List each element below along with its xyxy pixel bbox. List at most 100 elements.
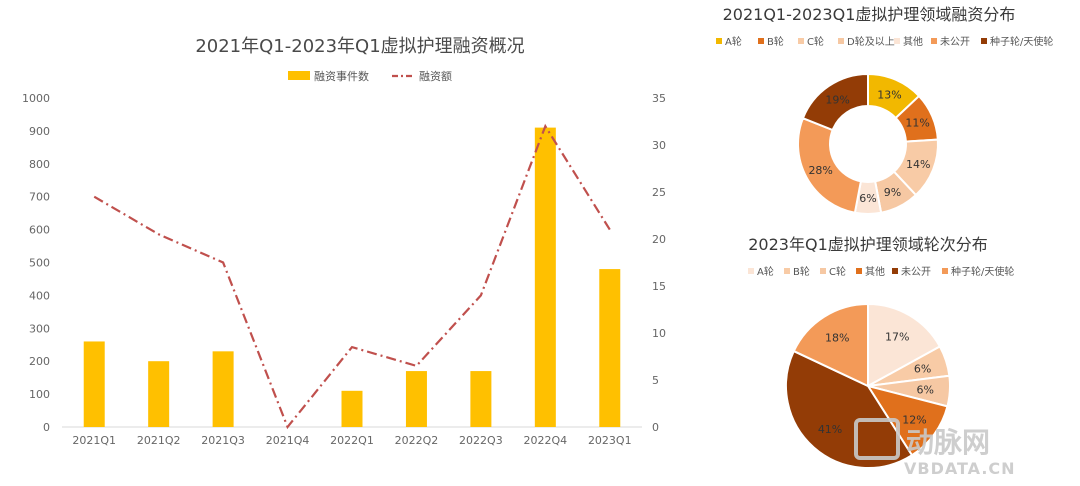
legend-swatch [758,38,764,44]
legend-label: 其他 [903,35,923,48]
slice-label: 6% [859,192,876,205]
slice-label: 19% [825,93,849,106]
legend-swatch [942,268,948,274]
watermark-logo-icon [854,418,900,460]
legend-swatch [820,268,826,274]
y-right-tick-label: 30 [652,139,666,152]
x-tick-label: 2021Q4 [266,434,310,447]
round-distribution-donut-chart: 2021Q1-2023Q1虚拟护理领域融资分布 A轮 B轮 C轮 D轮及以上 其他 未公开… [716,5,1053,215]
slice-种子轮/天使轮 [792,302,869,388]
slice-label: 9% [884,186,901,199]
bar-2022Q4 [534,127,556,428]
bar-2021Q2 [148,361,170,427]
legend-label: 种子轮/天使轮 [951,265,1014,278]
legend-label: A轮 [757,265,774,278]
slice-label: 6% [914,362,931,375]
main-chart-title: 2021年Q1-2023年Q1虚拟护理融资概况 [195,36,524,57]
y-right-tick-label: 0 [652,421,659,434]
y-left-tick-label: 500 [29,257,50,270]
legend-label: B轮 [767,35,784,48]
financing-overview-chart: 2021年Q1-2023年Q1虚拟护理融资概况 融资事件数 融资额 2021Q1 2… [22,36,666,447]
y-right-tick-label: 10 [652,327,666,340]
y-left-tick-label: 300 [29,322,50,335]
bar-2021Q1 [83,341,105,427]
q1-2023-round-pie-chart: 2023年Q1虚拟护理领域轮次分布 A轮 B轮 C轮 其他 未公开 种子轮/天使轮 17%… [748,235,1014,469]
x-axis-ticks: 2021Q1 2021Q2 2021Q3 2021Q4 2022Q1 2022Q2 2022… [72,434,631,447]
legend-swatch [748,268,754,274]
y-left-tick-label: 1000 [22,92,50,105]
line-series-amount [93,123,611,430]
watermark-logo-text: 动脉网 [906,426,990,459]
legend-label: 未公开 [901,266,931,278]
pie-chart-title: 2023年Q1虚拟护理领域轮次分布 [748,235,988,254]
slice-label: 13% [877,88,901,101]
legend-swatch [838,38,844,44]
y-left-tick-label: 900 [29,125,50,138]
line-amount-path [93,123,611,430]
slice-label: 11% [905,117,929,130]
main-chart-legend: 融资事件数 融资额 [288,70,452,83]
legend-label: C轮 [807,35,824,48]
donut-chart-legend: A轮 B轮 C轮 D轮及以上 其他 未公开 种子轮/天使轮 [716,35,1053,48]
pie-chart-legend: A轮 B轮 C轮 其他 未公开 种子轮/天使轮 [748,265,1014,278]
bar-2021Q3 [212,351,234,427]
legend-line-label: 融资额 [419,70,452,83]
y-right-tick-label: 5 [652,374,659,387]
slice-种子轮/天使轮 [801,72,869,132]
y-right-tick-label: 20 [652,233,666,246]
bar-2022Q2 [405,371,427,427]
y-axis-left-ticks: 0 100 200 300 400 500 600 700 800 900 1000 [22,92,50,434]
slice-其他 [865,384,949,457]
x-tick-label: 2023Q1 [588,434,632,447]
bar-2022Q3 [470,371,492,427]
y-left-tick-label: 0 [43,421,50,434]
legend-label: 其他 [865,265,885,278]
bar-2022Q1 [341,390,363,427]
legend-swatch [894,38,900,44]
y-right-tick-label: 15 [652,280,666,293]
legend-label: 种子轮/天使轮 [990,35,1053,48]
legend-bar-swatch [288,71,310,80]
y-left-tick-label: 200 [29,355,50,368]
legend-label: B轮 [793,265,810,278]
bar-series-events [83,127,621,428]
y-right-tick-label: 25 [652,186,666,199]
slice-未公开 [785,349,914,469]
watermark-site: VBDATA.CN [904,459,1016,478]
vbdata-watermark: 动脉网 VBDATA.CN [854,418,1016,478]
legend-swatch [784,268,790,274]
slice-label: 28% [808,164,832,177]
slice-label: 41% [818,423,842,436]
x-tick-label: 2022Q3 [459,434,503,447]
slice-label: 18% [825,332,849,345]
legend-label: 未公开 [940,36,970,48]
legend-swatch [798,38,804,44]
legend-label: D轮及以上 [847,35,895,48]
legend-label: C轮 [829,265,846,278]
legend-swatch [892,268,898,274]
y-right-tick-label: 35 [652,92,666,105]
slice-label: 6% [917,384,934,397]
x-tick-label: 2022Q4 [524,434,568,447]
legend-swatch [981,38,987,44]
x-tick-label: 2021Q3 [201,434,245,447]
y-left-tick-label: 800 [29,158,50,171]
slice-label: 14% [906,158,930,171]
y-left-tick-label: 600 [29,224,50,237]
y-left-tick-label: 100 [29,388,50,401]
slice-label: 12% [902,414,926,427]
legend-label: A轮 [725,35,742,48]
x-tick-label: 2021Q1 [72,434,116,447]
x-tick-label: 2021Q2 [137,434,181,447]
slice-A轮 [867,302,942,388]
bar-2023Q1 [599,269,621,427]
x-tick-label: 2022Q2 [395,434,439,447]
legend-swatch [856,268,862,274]
y-left-tick-label: 700 [29,191,50,204]
legend-swatch [931,38,937,44]
donut-chart-title: 2021Q1-2023Q1虚拟护理领域融资分布 [723,5,1016,24]
y-left-tick-label: 400 [29,289,50,302]
y-axis-right-ticks: 0 5 10 15 20 25 30 35 [652,92,666,434]
legend-swatch [716,38,722,44]
